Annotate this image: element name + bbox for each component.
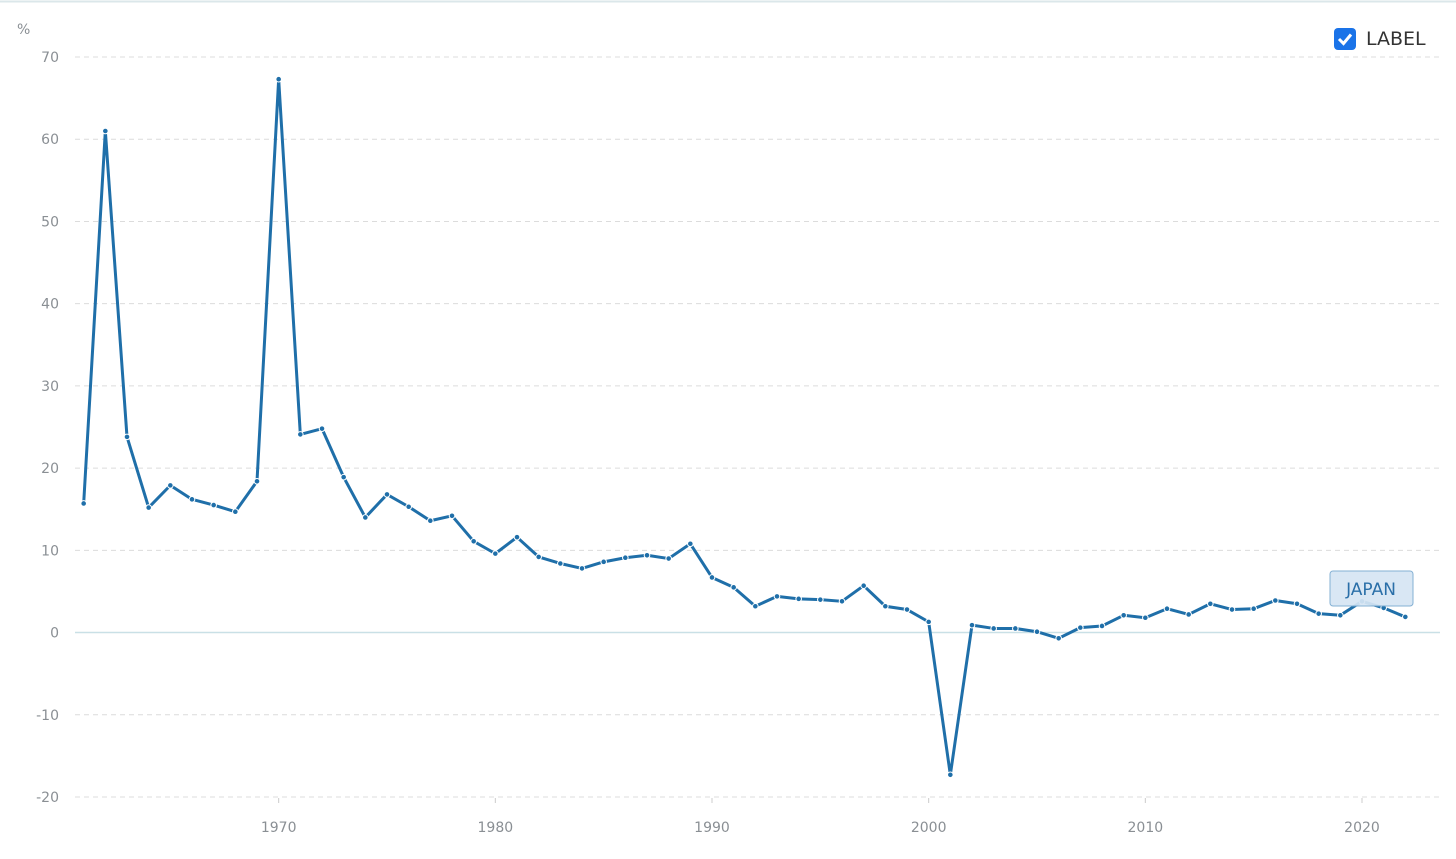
y-tick-label: 70 bbox=[41, 50, 59, 66]
data-point bbox=[253, 477, 261, 485]
data-point bbox=[513, 533, 521, 541]
data-point bbox=[318, 425, 326, 432]
data-point bbox=[860, 582, 867, 589]
data-point bbox=[968, 621, 976, 629]
data-point bbox=[427, 517, 434, 525]
x-tick-label: 1970 bbox=[261, 820, 297, 836]
data-point bbox=[1163, 605, 1171, 613]
data-point bbox=[275, 75, 282, 83]
data-point bbox=[1402, 613, 1409, 621]
data-point bbox=[448, 512, 456, 520]
data-point bbox=[167, 482, 174, 489]
data-point bbox=[123, 433, 131, 441]
y-tick-label: 60 bbox=[41, 132, 59, 148]
y-tick-label: 30 bbox=[41, 379, 59, 395]
data-point bbox=[687, 540, 694, 548]
data-point bbox=[383, 491, 391, 498]
data-point bbox=[578, 565, 586, 572]
data-point bbox=[405, 503, 412, 511]
data-point bbox=[773, 593, 781, 600]
data-point bbox=[925, 618, 932, 626]
data-point bbox=[557, 560, 564, 567]
data-point bbox=[340, 473, 347, 481]
data-point bbox=[102, 127, 109, 135]
y-tick-label: 50 bbox=[41, 214, 59, 230]
data-point bbox=[817, 596, 824, 603]
data-point bbox=[145, 504, 152, 511]
data-point bbox=[1033, 628, 1041, 636]
legend-toggle[interactable]: LABEL bbox=[1334, 28, 1426, 50]
data-point bbox=[795, 595, 802, 603]
data-point bbox=[990, 625, 997, 632]
data-point bbox=[1272, 597, 1279, 604]
data-point bbox=[730, 584, 737, 591]
data-point bbox=[188, 496, 196, 503]
data-point bbox=[1250, 605, 1257, 613]
y-tick-label: -20 bbox=[36, 790, 59, 806]
data-point bbox=[1055, 635, 1062, 642]
y-tick-label: 20 bbox=[41, 461, 59, 477]
data-point bbox=[1185, 611, 1192, 618]
data-point bbox=[708, 574, 716, 581]
data-point bbox=[1077, 624, 1084, 631]
x-tick-label: 1980 bbox=[478, 820, 514, 836]
data-point bbox=[1207, 600, 1214, 608]
data-point bbox=[470, 537, 477, 545]
check-icon bbox=[1337, 33, 1353, 46]
data-point bbox=[947, 771, 954, 779]
y-axis-label: % bbox=[17, 22, 30, 38]
data-point bbox=[80, 500, 87, 507]
data-point bbox=[1120, 611, 1127, 619]
x-tick-label: 2010 bbox=[1128, 820, 1164, 836]
data-point bbox=[1337, 611, 1344, 619]
data-line bbox=[82, 77, 1406, 777]
data-point bbox=[882, 602, 889, 610]
data-point bbox=[643, 551, 651, 559]
checkbox[interactable] bbox=[1334, 28, 1356, 50]
data-point bbox=[210, 501, 217, 509]
data-point bbox=[1315, 610, 1322, 617]
series-label: JAPAN bbox=[1345, 580, 1396, 600]
data-point bbox=[232, 508, 239, 515]
x-tick-label: 2020 bbox=[1344, 820, 1380, 836]
data-point bbox=[600, 558, 607, 566]
y-tick-label: 10 bbox=[41, 543, 59, 559]
data-point bbox=[492, 550, 499, 557]
data-point bbox=[297, 431, 304, 438]
data-point bbox=[1142, 614, 1149, 622]
data-point bbox=[1228, 606, 1236, 613]
data-point bbox=[622, 554, 629, 562]
data-point bbox=[665, 555, 672, 562]
y-tick-label: 0 bbox=[50, 626, 59, 642]
x-tick-label: 2000 bbox=[911, 820, 947, 836]
y-tick-label: -10 bbox=[36, 708, 59, 724]
data-point bbox=[1098, 622, 1106, 630]
data-point bbox=[752, 602, 759, 610]
y-tick-label: 40 bbox=[41, 297, 59, 313]
legend-label: LABEL bbox=[1366, 28, 1426, 50]
data-point bbox=[535, 553, 542, 561]
x-tick-label: 1990 bbox=[694, 820, 730, 836]
data-point bbox=[1012, 625, 1019, 632]
data-point bbox=[362, 514, 369, 521]
data-point bbox=[1293, 600, 1301, 608]
data-point bbox=[903, 606, 911, 613]
series-label-box bbox=[1329, 570, 1414, 607]
data-point bbox=[838, 598, 846, 605]
